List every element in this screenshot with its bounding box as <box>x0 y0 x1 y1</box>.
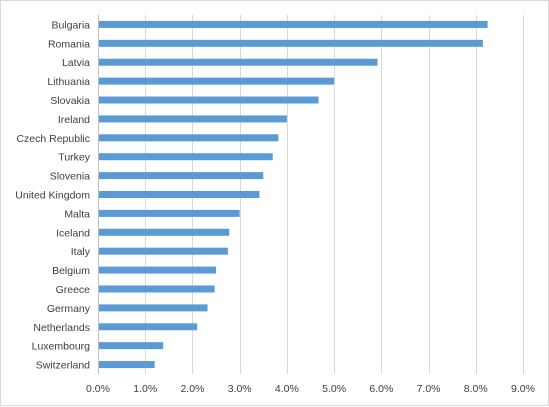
bar <box>98 96 319 104</box>
gridlines <box>145 15 524 374</box>
bar <box>98 191 260 198</box>
bar <box>98 58 378 66</box>
bar <box>98 134 279 142</box>
x-tick-label: 2.0% <box>180 383 204 395</box>
x-tick-label: 5.0% <box>322 383 346 395</box>
x-tick-label: 8.0% <box>464 383 488 395</box>
category-label: Ireland <box>58 114 90 126</box>
bar <box>98 209 240 217</box>
bar <box>98 172 264 180</box>
x-tick-label: 6.0% <box>369 383 393 395</box>
bar <box>98 342 164 350</box>
bars <box>98 20 488 369</box>
category-label: Czech Republic <box>16 133 90 145</box>
category-label: Latvia <box>62 57 90 69</box>
bar <box>98 77 335 85</box>
bar <box>98 361 155 369</box>
category-label: Malta <box>64 208 90 220</box>
bar <box>98 304 208 312</box>
category-label: Lithuania <box>47 76 90 88</box>
category-label: Germany <box>47 303 91 315</box>
category-label: Slovenia <box>50 171 90 183</box>
x-tick-label: 4.0% <box>275 383 299 395</box>
category-label: Belgium <box>52 265 90 277</box>
bar <box>98 285 215 293</box>
category-label: Slovakia <box>50 95 90 107</box>
category-label: Italy <box>71 246 91 258</box>
category-label: Iceland <box>56 227 90 239</box>
category-label: Netherlands <box>33 322 90 334</box>
labels: 0.0% 1.0% 2.0% 3.0% 4.0% 5.0% 6.0% 7.0% 8.0% 9.0%… <box>15 19 535 395</box>
x-tick-label: 1.0% <box>133 383 157 395</box>
bar <box>98 153 273 161</box>
category-label: United Kingdom <box>15 190 90 202</box>
category-label: Turkey <box>58 152 90 164</box>
bar <box>98 266 217 274</box>
category-label: Romania <box>48 38 90 50</box>
bar <box>98 247 228 255</box>
category-label: Switzerland <box>36 360 90 372</box>
category-label: Bulgaria <box>51 19 90 31</box>
bar <box>98 228 230 236</box>
category-label: Greece <box>56 284 91 296</box>
category-label: Luxembourg <box>32 341 91 353</box>
bar <box>98 115 287 123</box>
x-tick-label: 0.0% <box>86 383 110 395</box>
bar <box>98 20 488 28</box>
x-tick-label: 9.0% <box>511 383 535 395</box>
x-tick-label: 3.0% <box>228 383 252 395</box>
x-tick-label: 7.0% <box>417 383 441 395</box>
bar <box>98 323 198 331</box>
bar <box>98 39 483 47</box>
